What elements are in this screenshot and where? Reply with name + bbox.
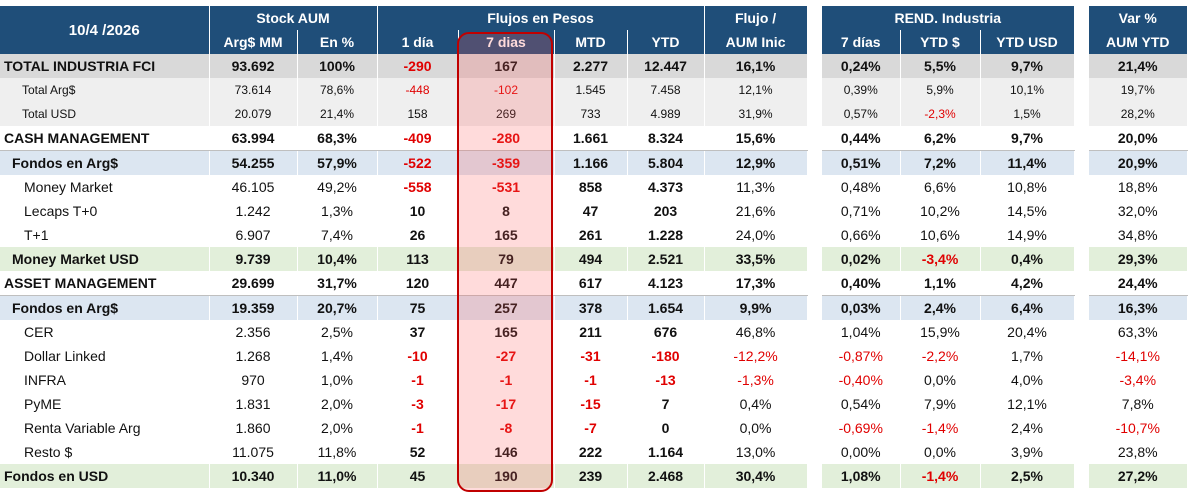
table-row: Total Arg$ 73.614 78,6% -448 -102 1.545 7.4…: [0, 78, 808, 102]
header-rend: REND. Industria: [822, 6, 1075, 30]
table-row: 0,54% 7,9% 12,1%: [822, 392, 1075, 416]
table-row: 0,57% -2,3% 1,5%: [822, 102, 1075, 126]
table-row: 0,51% 7,2% 11,4%: [822, 150, 1075, 175]
table-row: PyME 1.831 2,0% -3 -17 -15 7 0,4%: [0, 392, 808, 416]
col-7dias: 7 dias: [458, 30, 555, 54]
table-row: 20,9%: [1089, 150, 1188, 175]
header-flujo-aum-1: Flujo /: [704, 6, 808, 30]
table-row: 0,03% 2,4% 6,4%: [822, 295, 1075, 320]
table-row: 0,40% 1,1% 4,2%: [822, 271, 1075, 296]
report-date: 10/4 /2026: [0, 6, 210, 54]
table-row: 24,4%: [1089, 271, 1188, 296]
var-aum-ytd-table: Var % AUM YTD 21,4% 19,7% 28,2% 20,0% 20…: [1089, 6, 1188, 488]
table-row: 0,02% -3,4% 0,4%: [822, 247, 1075, 271]
col-rend-ytd: YTD $: [900, 30, 981, 54]
table-row: 34,8%: [1089, 223, 1188, 247]
table-row: Total USD 20.079 21,4% 158 269 733 4.989 31…: [0, 102, 808, 126]
table-row: -10,7%: [1089, 416, 1188, 440]
table-row: Fondos en USD 10.340 11,0% 45 190 239 2.468…: [0, 464, 808, 488]
table-row: CER 2.356 2,5% 37 165 211 676 46,8%: [0, 320, 808, 344]
table-row: 32,0%: [1089, 199, 1188, 223]
table-row: 23,8%: [1089, 440, 1188, 464]
table-row: -14,1%: [1089, 344, 1188, 368]
table-row: 1,08% -1,4% 2,5%: [822, 464, 1075, 488]
col-mtd: MTD: [554, 30, 628, 54]
table-row: Fondos en Arg$ 54.255 57,9% -522 -359 1.16…: [0, 150, 808, 175]
table-row: 0,66% 10,6% 14,9%: [822, 223, 1075, 247]
header-flujo-aum-2: AUM Inic: [704, 30, 808, 54]
table-row: 0,71% 10,2% 14,5%: [822, 199, 1075, 223]
table-row: 20,0%: [1089, 126, 1188, 151]
col-en-pct: En %: [297, 30, 378, 54]
col-ytd: YTD: [627, 30, 705, 54]
table-row: 0,44% 6,2% 9,7%: [822, 126, 1075, 151]
col-rend-7dias: 7 días: [822, 30, 901, 54]
table-row: 28,2%: [1089, 102, 1188, 126]
table-row: 29,3%: [1089, 247, 1188, 271]
table-row: Resto $ 11.075 11,8% 52 146 222 1.164 13,0%: [0, 440, 808, 464]
table-row: 21,4%: [1089, 54, 1188, 78]
table-row: 16,3%: [1089, 295, 1188, 320]
table-row: 0,39% 5,9% 10,1%: [822, 78, 1075, 102]
table-row: 19,7%: [1089, 78, 1188, 102]
table-row: 18,8%: [1089, 175, 1188, 199]
table-row: 7,8%: [1089, 392, 1188, 416]
table-row: Money Market 46.105 49,2% -558 -531 858 4.3…: [0, 175, 808, 199]
table-row: TOTAL INDUSTRIA FCI 93.692 100% -290 167 2…: [0, 54, 808, 78]
table-row: T+1 6.907 7,4% 26 165 261 1.228 24,0%: [0, 223, 808, 247]
table-row: -3,4%: [1089, 368, 1188, 392]
table-row: -0,40% 0,0% 4,0%: [822, 368, 1075, 392]
col-rend-ytd-usd: YTD USD: [980, 30, 1075, 54]
table-row: -0,69% -1,4% 2,4%: [822, 416, 1075, 440]
header-var-1: Var %: [1089, 6, 1188, 30]
table-row: 0,24% 5,5% 9,7%: [822, 54, 1075, 78]
table-row: 1,04% 15,9% 20,4%: [822, 320, 1075, 344]
table-row: 0,00% 0,0% 3,9%: [822, 440, 1075, 464]
table-row: Fondos en Arg$ 19.359 20,7% 75 257 378 1.65…: [0, 295, 808, 320]
header-stock-aum: Stock AUM: [209, 6, 378, 30]
table-row: INFRA 970 1,0% -1 -1 -1 -13 -1,3%: [0, 368, 808, 392]
table-row: Money Market USD 9.739 10,4% 113 79 494 2.5…: [0, 247, 808, 271]
fci-main-table: 10/4 /2026 Stock AUM Flujos en Pesos Flu…: [0, 6, 808, 488]
table-row: 0,48% 6,6% 10,8%: [822, 175, 1075, 199]
header-flujos: Flujos en Pesos: [377, 6, 705, 30]
table-row: Dollar Linked 1.268 1,4% -10 -27 -31 -180 -…: [0, 344, 808, 368]
table-row: 63,3%: [1089, 320, 1188, 344]
table-row: 27,2%: [1089, 464, 1188, 488]
col-arg-mm: Arg$ MM: [209, 30, 298, 54]
table-row: -0,87% -2,2% 1,7%: [822, 344, 1075, 368]
table-row: Renta Variable Arg 1.860 2,0% -1 -8 -7 0 0,…: [0, 416, 808, 440]
table-row: CASH MANAGEMENT 63.994 68,3% -409 -280 1.6…: [0, 126, 808, 151]
rend-industria-table: REND. Industria 7 días YTD $ YTD USD 0,2…: [822, 6, 1075, 488]
col-1dia: 1 día: [377, 30, 459, 54]
table-row: ASSET MANAGEMENT 29.699 31,7% 120 447 617 4…: [0, 271, 808, 296]
table-row: Lecaps T+0 1.242 1,3% 10 8 47 203 21,6%: [0, 199, 808, 223]
header-var-2: AUM YTD: [1089, 30, 1188, 54]
